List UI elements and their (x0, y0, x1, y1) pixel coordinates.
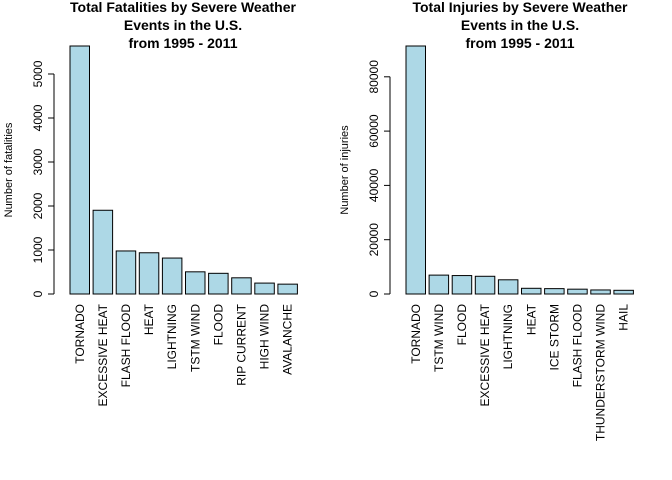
y-tick-label: 60000 (367, 114, 381, 148)
category-label: AVALANCHE (281, 304, 295, 375)
injuries-chart: Total Injuries by Severe Weather Events i… (339, 0, 634, 441)
bar (115, 250, 137, 295)
y-axis-label: Number of injuries (339, 125, 351, 215)
category-label: TORNADO (409, 304, 423, 364)
chart-title-line: Events in the U.S. (124, 17, 242, 33)
bar (567, 288, 588, 295)
category-label: LIGHTNING (165, 304, 179, 369)
category-label: FLOOD (455, 304, 469, 346)
bar (474, 275, 496, 295)
y-tick-label: 3000 (31, 148, 45, 175)
category-label: HEAT (142, 303, 156, 335)
category-label: HEAT (524, 303, 538, 335)
bar (277, 283, 298, 295)
bar (254, 282, 275, 295)
bar (231, 277, 252, 295)
category-label: TORNADO (73, 304, 87, 364)
category-label: EXCESSIVE HEAT (478, 303, 492, 406)
category-label: FLOOD (211, 304, 225, 346)
fatalities-chart: Total Fatalities by Severe Weather Events… (3, 0, 298, 406)
category-label: HIGH WIND (258, 304, 272, 370)
bar (497, 279, 519, 295)
bar (521, 287, 542, 295)
chart-title-line: Total Injuries by Severe Weather (412, 0, 628, 15)
y-tick-label: 80000 (367, 60, 381, 94)
bar (613, 289, 634, 295)
category-label: TSTM WIND (432, 304, 446, 372)
y-axis-label: Number of fatalities (3, 122, 15, 217)
bar (161, 257, 183, 295)
category-label: LIGHTNING (501, 304, 515, 369)
category-label: THUNDERSTORM WIND (594, 304, 608, 441)
bar (590, 289, 611, 295)
category-label: HAIL (617, 304, 631, 331)
y-tick-label: 0 (367, 290, 381, 297)
category-label: ICE STORM (547, 304, 561, 370)
bar (92, 209, 114, 295)
bar (451, 275, 473, 295)
chart-title-line: Total Fatalities by Severe Weather (70, 0, 296, 15)
y-tick-label: 0 (31, 290, 45, 297)
chart-title-line: Events in the U.S. (461, 17, 579, 33)
category-label: EXCESSIVE HEAT (96, 303, 110, 406)
bar (544, 288, 565, 295)
bar (138, 252, 160, 295)
category-label: RIP CURRENT (234, 303, 248, 385)
y-tick-label: 40000 (367, 168, 381, 202)
y-tick-label: 2000 (31, 192, 45, 219)
bar (185, 271, 206, 295)
y-tick-label: 4000 (31, 104, 45, 131)
y-tick-label: 20000 (367, 223, 381, 257)
bar (208, 272, 229, 295)
chart-title-line: from 1995 - 2011 (129, 35, 238, 51)
category-label: TSTM WIND (188, 304, 202, 372)
category-label: FLASH FLOOD (570, 304, 584, 388)
bar (69, 45, 90, 295)
bar (428, 274, 450, 295)
category-label: FLASH FLOOD (119, 304, 133, 388)
y-tick-label: 1000 (31, 236, 45, 263)
chart-title-line: from 1995 - 2011 (466, 35, 575, 51)
y-tick-label: 5000 (31, 60, 45, 87)
bar (405, 45, 426, 295)
